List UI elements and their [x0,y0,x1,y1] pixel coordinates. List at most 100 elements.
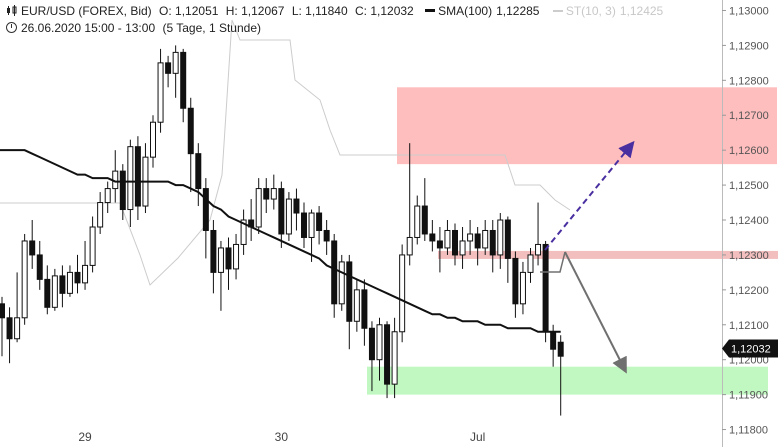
sma-path [0,149,561,333]
candle-body-up [89,226,96,266]
candle-body-down [301,212,307,238]
candle [474,226,481,266]
candle-body-down [429,233,436,242]
candle-body-down [74,271,81,284]
candle [233,233,240,280]
candle-body-up [21,240,28,319]
candle [270,174,277,210]
candle [142,143,149,214]
candle-body-up [527,254,534,273]
supertrend-label: ST(10, 3) [565,4,616,18]
candle-body-down [293,198,300,214]
candle [308,209,315,262]
bullish-arrow [544,140,635,251]
candle [217,240,224,311]
candle [338,254,345,311]
candle [406,143,413,266]
candle [127,139,134,227]
candle-body-up [399,254,406,333]
candle-body-up [82,264,89,284]
candlestick-icon [7,5,17,16]
candle [399,244,406,343]
candle [157,48,164,133]
candle-body-up [376,324,383,361]
candle [255,178,262,234]
candle-body-down [187,107,194,155]
candle [112,150,119,203]
candle-body-down [550,331,557,350]
candle-body-down [278,188,285,235]
x-tick-label: 30 [275,430,289,444]
candle-body-down [0,303,5,319]
candle [119,164,126,221]
candle-body-up [467,233,474,242]
candle [202,178,209,259]
candle [414,195,421,245]
sma-value: 1,12285 [496,4,540,18]
candle [376,317,383,381]
candle [527,247,534,283]
candle [519,261,526,315]
candle-body-down [557,341,564,357]
candle [134,136,141,221]
candle [557,335,564,416]
candle [44,265,51,315]
candle-body-down [323,229,330,242]
candle-body-up [97,202,104,228]
candle [97,192,104,234]
candle-body-down [384,324,391,385]
candle [21,233,28,325]
candle [421,178,428,241]
projection-arrows [540,140,635,374]
y-tick-label: 1,12300 [729,250,769,262]
candle [384,321,391,399]
candle-body-down [6,317,13,340]
candle [180,48,187,123]
candle-body-down [59,275,66,294]
candle [36,240,43,290]
chart-subheader: 26.06.2020 15:00 - 13:00 (5 Tage, 1 Stun… [6,21,265,35]
candle-body-up [285,198,292,235]
candle [6,307,13,364]
candle [82,240,89,290]
y-tick-label: 1,12200 [729,285,769,297]
candle-body-down [346,261,353,322]
low-value: L: 1,11840 [291,4,348,18]
candle-body-down [263,188,270,200]
y-tick-label: 1,12500 [729,180,769,192]
candle [66,265,73,297]
candle-body-down [316,212,323,231]
candle-body-down [225,247,232,270]
price-tag-bg [722,339,778,358]
y-tick-label: 1,11800 [729,425,768,437]
candle-body-up [535,243,542,256]
zones [367,87,778,395]
candle-body-up [255,188,262,228]
candle-body-up [482,229,489,249]
resistance-zone [397,87,777,165]
y-tick-label: 1,12900 [729,40,769,52]
candle-body-down [165,62,172,74]
period-label: (5 Tage, 1 Stunde) [162,21,261,35]
candle-body-down [361,289,368,329]
candle [429,220,436,252]
candle-body-up [14,317,21,340]
candle-body-up [338,261,345,305]
candles [0,45,564,416]
candle [165,55,172,88]
symbol-label: EUR/USD (FOREX, Bid) [21,4,152,18]
candle-body-down [512,257,519,305]
candle [331,233,338,318]
candle-body-down [489,229,496,256]
candle-body-up [104,188,111,204]
candle-body-up [414,205,421,238]
candle [248,199,255,241]
supertrend-swatch [552,9,563,12]
y-tick-label: 1,12600 [729,145,769,157]
high-value: H: 1,12067 [225,4,285,18]
candle [89,216,96,273]
candle [542,240,549,343]
candle-body-up [519,271,526,305]
candle [187,97,194,193]
